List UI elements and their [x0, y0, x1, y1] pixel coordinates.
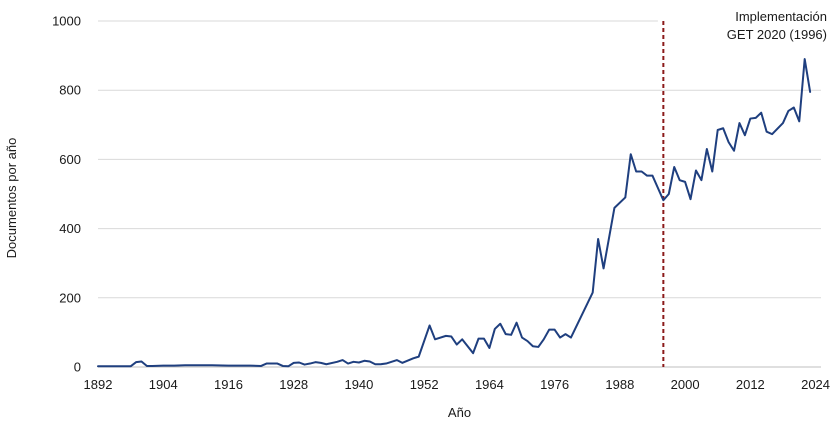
x-tick-label-2024: 2024 — [801, 377, 830, 392]
x-tick-label-1916: 1916 — [214, 377, 243, 392]
series — [97, 58, 812, 368]
x-axis-title: Año — [448, 405, 471, 420]
y-tick-label-400: 400 — [59, 221, 81, 236]
y-axis-title: Documentos por año — [4, 138, 19, 259]
y-tick-label-1000: 1000 — [52, 14, 81, 29]
annotation-label-line-1: Implementación — [735, 9, 827, 24]
x-tick-label-1952: 1952 — [410, 377, 439, 392]
y-tick-label-600: 600 — [59, 152, 81, 167]
annotation-label-line-2: GET 2020 (1996) — [727, 27, 827, 42]
y-tick-label-0: 0 — [74, 360, 81, 375]
x-tick-label-1892: 1892 — [84, 377, 113, 392]
x-tick-label-1904: 1904 — [149, 377, 178, 392]
series-line-1 — [97, 58, 812, 368]
y-tick-label-800: 800 — [59, 83, 81, 98]
y-tick-label-200: 200 — [59, 290, 81, 305]
gridlines — [98, 20, 821, 299]
axes: 0 200 400 600 800 1000 1892 1904 1916 1928 1940 195… — [52, 14, 830, 393]
x-tick-label-1988: 1988 — [605, 377, 634, 392]
x-tick-label-1928: 1928 — [279, 377, 308, 392]
x-tick-label-1940: 1940 — [344, 377, 373, 392]
x-tick-label-2000: 2000 — [671, 377, 700, 392]
x-tick-label-1976: 1976 — [540, 377, 569, 392]
x-tick-label-2012: 2012 — [736, 377, 765, 392]
x-tick-label-1964: 1964 — [475, 377, 504, 392]
annotations: Implementación GET 2020 (1996) — [662, 9, 827, 367]
